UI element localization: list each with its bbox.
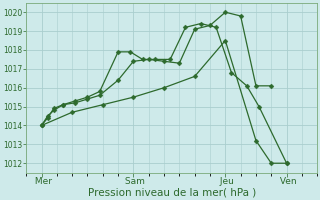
X-axis label: Pression niveau de la mer( hPa ): Pression niveau de la mer( hPa ): [88, 187, 256, 197]
